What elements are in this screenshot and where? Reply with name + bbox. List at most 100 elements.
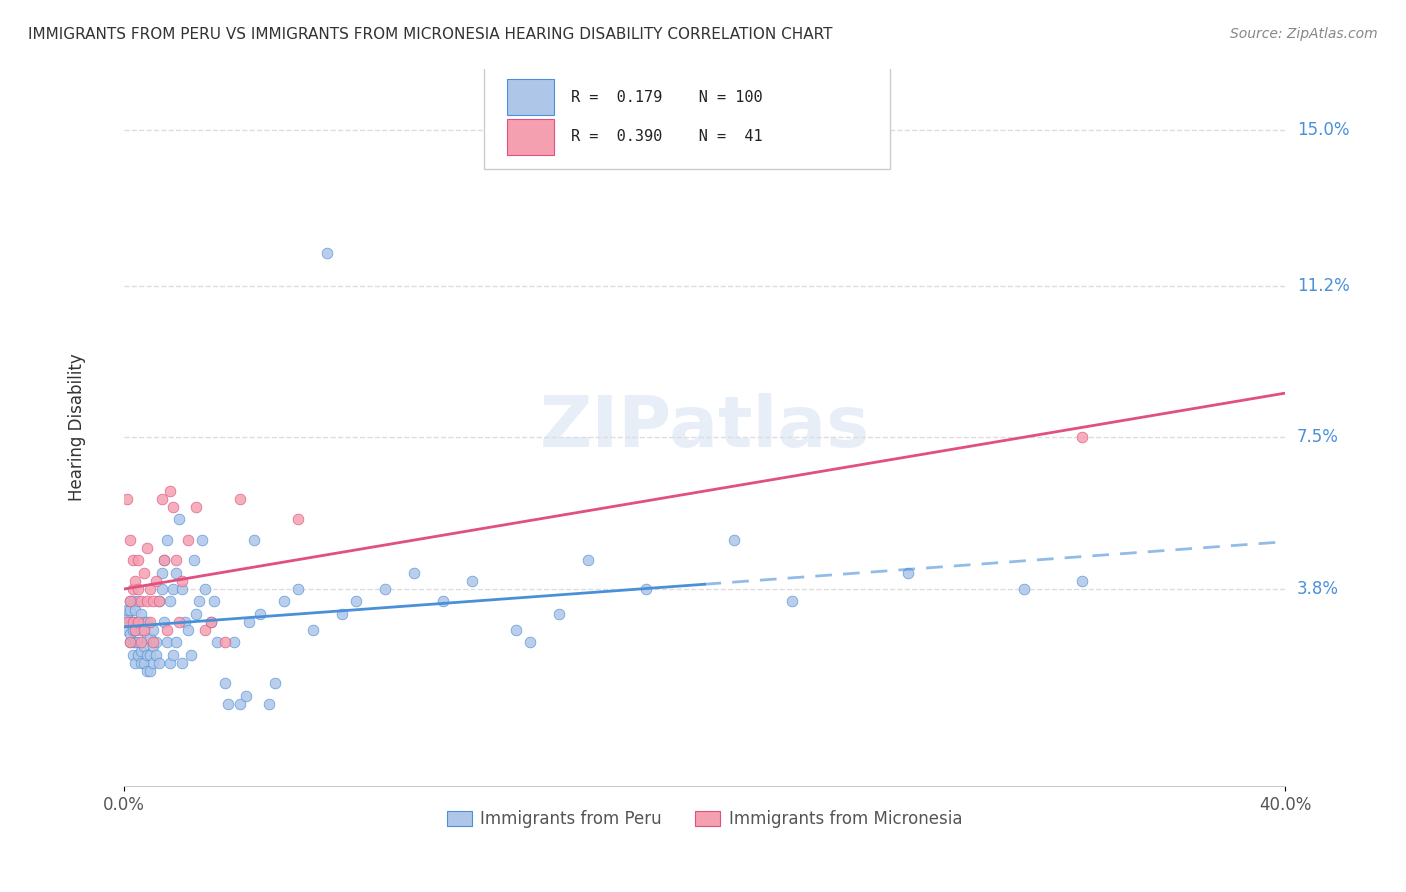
Point	[287, 512, 309, 526]
Point	[127, 615, 149, 629]
Point	[176, 623, 198, 637]
Point	[134, 656, 156, 670]
Point	[124, 656, 146, 670]
Point	[127, 594, 149, 608]
FancyBboxPatch shape	[484, 62, 890, 169]
Point	[167, 512, 190, 526]
Point	[136, 664, 159, 678]
Point	[257, 697, 280, 711]
Point	[145, 574, 167, 588]
Point	[118, 533, 141, 547]
Bar	[508, 119, 554, 154]
Text: Hearing Disability: Hearing Disability	[69, 353, 86, 501]
Point	[723, 533, 745, 547]
Point	[238, 615, 260, 629]
Point	[162, 648, 184, 662]
Point	[127, 615, 149, 629]
Point	[118, 627, 141, 641]
Point	[150, 491, 173, 506]
Point	[115, 607, 138, 621]
Point	[1012, 582, 1035, 596]
Point	[134, 566, 156, 580]
Point	[505, 623, 527, 637]
Point	[636, 582, 658, 596]
Point	[165, 553, 187, 567]
Point	[118, 594, 141, 608]
Point	[124, 635, 146, 649]
Point	[142, 640, 165, 654]
Point	[202, 594, 225, 608]
Point	[134, 615, 156, 629]
Bar	[508, 79, 554, 115]
Point	[243, 533, 266, 547]
Text: R =  0.390    N =  41: R = 0.390 N = 41	[571, 129, 762, 145]
Point	[121, 615, 143, 629]
Point	[176, 533, 198, 547]
Point	[142, 623, 165, 637]
Point	[344, 594, 367, 608]
Text: R =  0.179    N = 100: R = 0.179 N = 100	[571, 90, 762, 104]
Point	[145, 635, 167, 649]
Point	[167, 615, 190, 629]
Point	[287, 582, 309, 596]
Point	[115, 602, 138, 616]
Point	[129, 623, 152, 637]
Point	[249, 607, 271, 621]
Point	[159, 483, 181, 498]
Point	[127, 648, 149, 662]
Text: Source: ZipAtlas.com: Source: ZipAtlas.com	[1230, 27, 1378, 41]
Point	[156, 623, 179, 637]
Point	[191, 533, 214, 547]
Text: IMMIGRANTS FROM PERU VS IMMIGRANTS FROM MICRONESIA HEARING DISABILITY CORRELATIO: IMMIGRANTS FROM PERU VS IMMIGRANTS FROM …	[28, 27, 832, 42]
Point	[148, 656, 170, 670]
Point	[170, 574, 193, 588]
Point	[780, 594, 803, 608]
Point	[214, 676, 236, 690]
Text: ZIPatlas: ZIPatlas	[540, 392, 869, 462]
Point	[153, 553, 176, 567]
Point	[159, 594, 181, 608]
Point	[121, 648, 143, 662]
Point	[127, 553, 149, 567]
Legend: Immigrants from Peru, Immigrants from Micronesia: Immigrants from Peru, Immigrants from Mi…	[440, 804, 969, 835]
Text: 15.0%: 15.0%	[1296, 121, 1350, 139]
Point	[432, 594, 454, 608]
Point	[121, 635, 143, 649]
Point	[180, 648, 202, 662]
Text: 7.5%: 7.5%	[1296, 428, 1339, 446]
Point	[121, 553, 143, 567]
Point	[118, 594, 141, 608]
Point	[121, 594, 143, 608]
Point	[194, 623, 217, 637]
Point	[139, 664, 162, 678]
Point	[121, 615, 143, 629]
Point	[118, 615, 141, 629]
Point	[1071, 430, 1094, 444]
Point	[118, 602, 141, 616]
Point	[153, 553, 176, 567]
Point	[118, 635, 141, 649]
Point	[150, 582, 173, 596]
Point	[129, 607, 152, 621]
Point	[127, 635, 149, 649]
Point	[404, 566, 426, 580]
Point	[188, 594, 211, 608]
Point	[229, 697, 252, 711]
Point	[217, 697, 239, 711]
Point	[134, 623, 156, 637]
Point	[115, 491, 138, 506]
Point	[186, 607, 208, 621]
Point	[142, 594, 165, 608]
Point	[139, 615, 162, 629]
Point	[214, 635, 236, 649]
Point	[301, 623, 323, 637]
Point	[170, 656, 193, 670]
Point	[134, 640, 156, 654]
Point	[263, 676, 285, 690]
Point	[136, 594, 159, 608]
Point	[316, 246, 339, 260]
Point	[156, 533, 179, 547]
Point	[235, 689, 257, 703]
Point	[200, 615, 222, 629]
Point	[129, 594, 152, 608]
